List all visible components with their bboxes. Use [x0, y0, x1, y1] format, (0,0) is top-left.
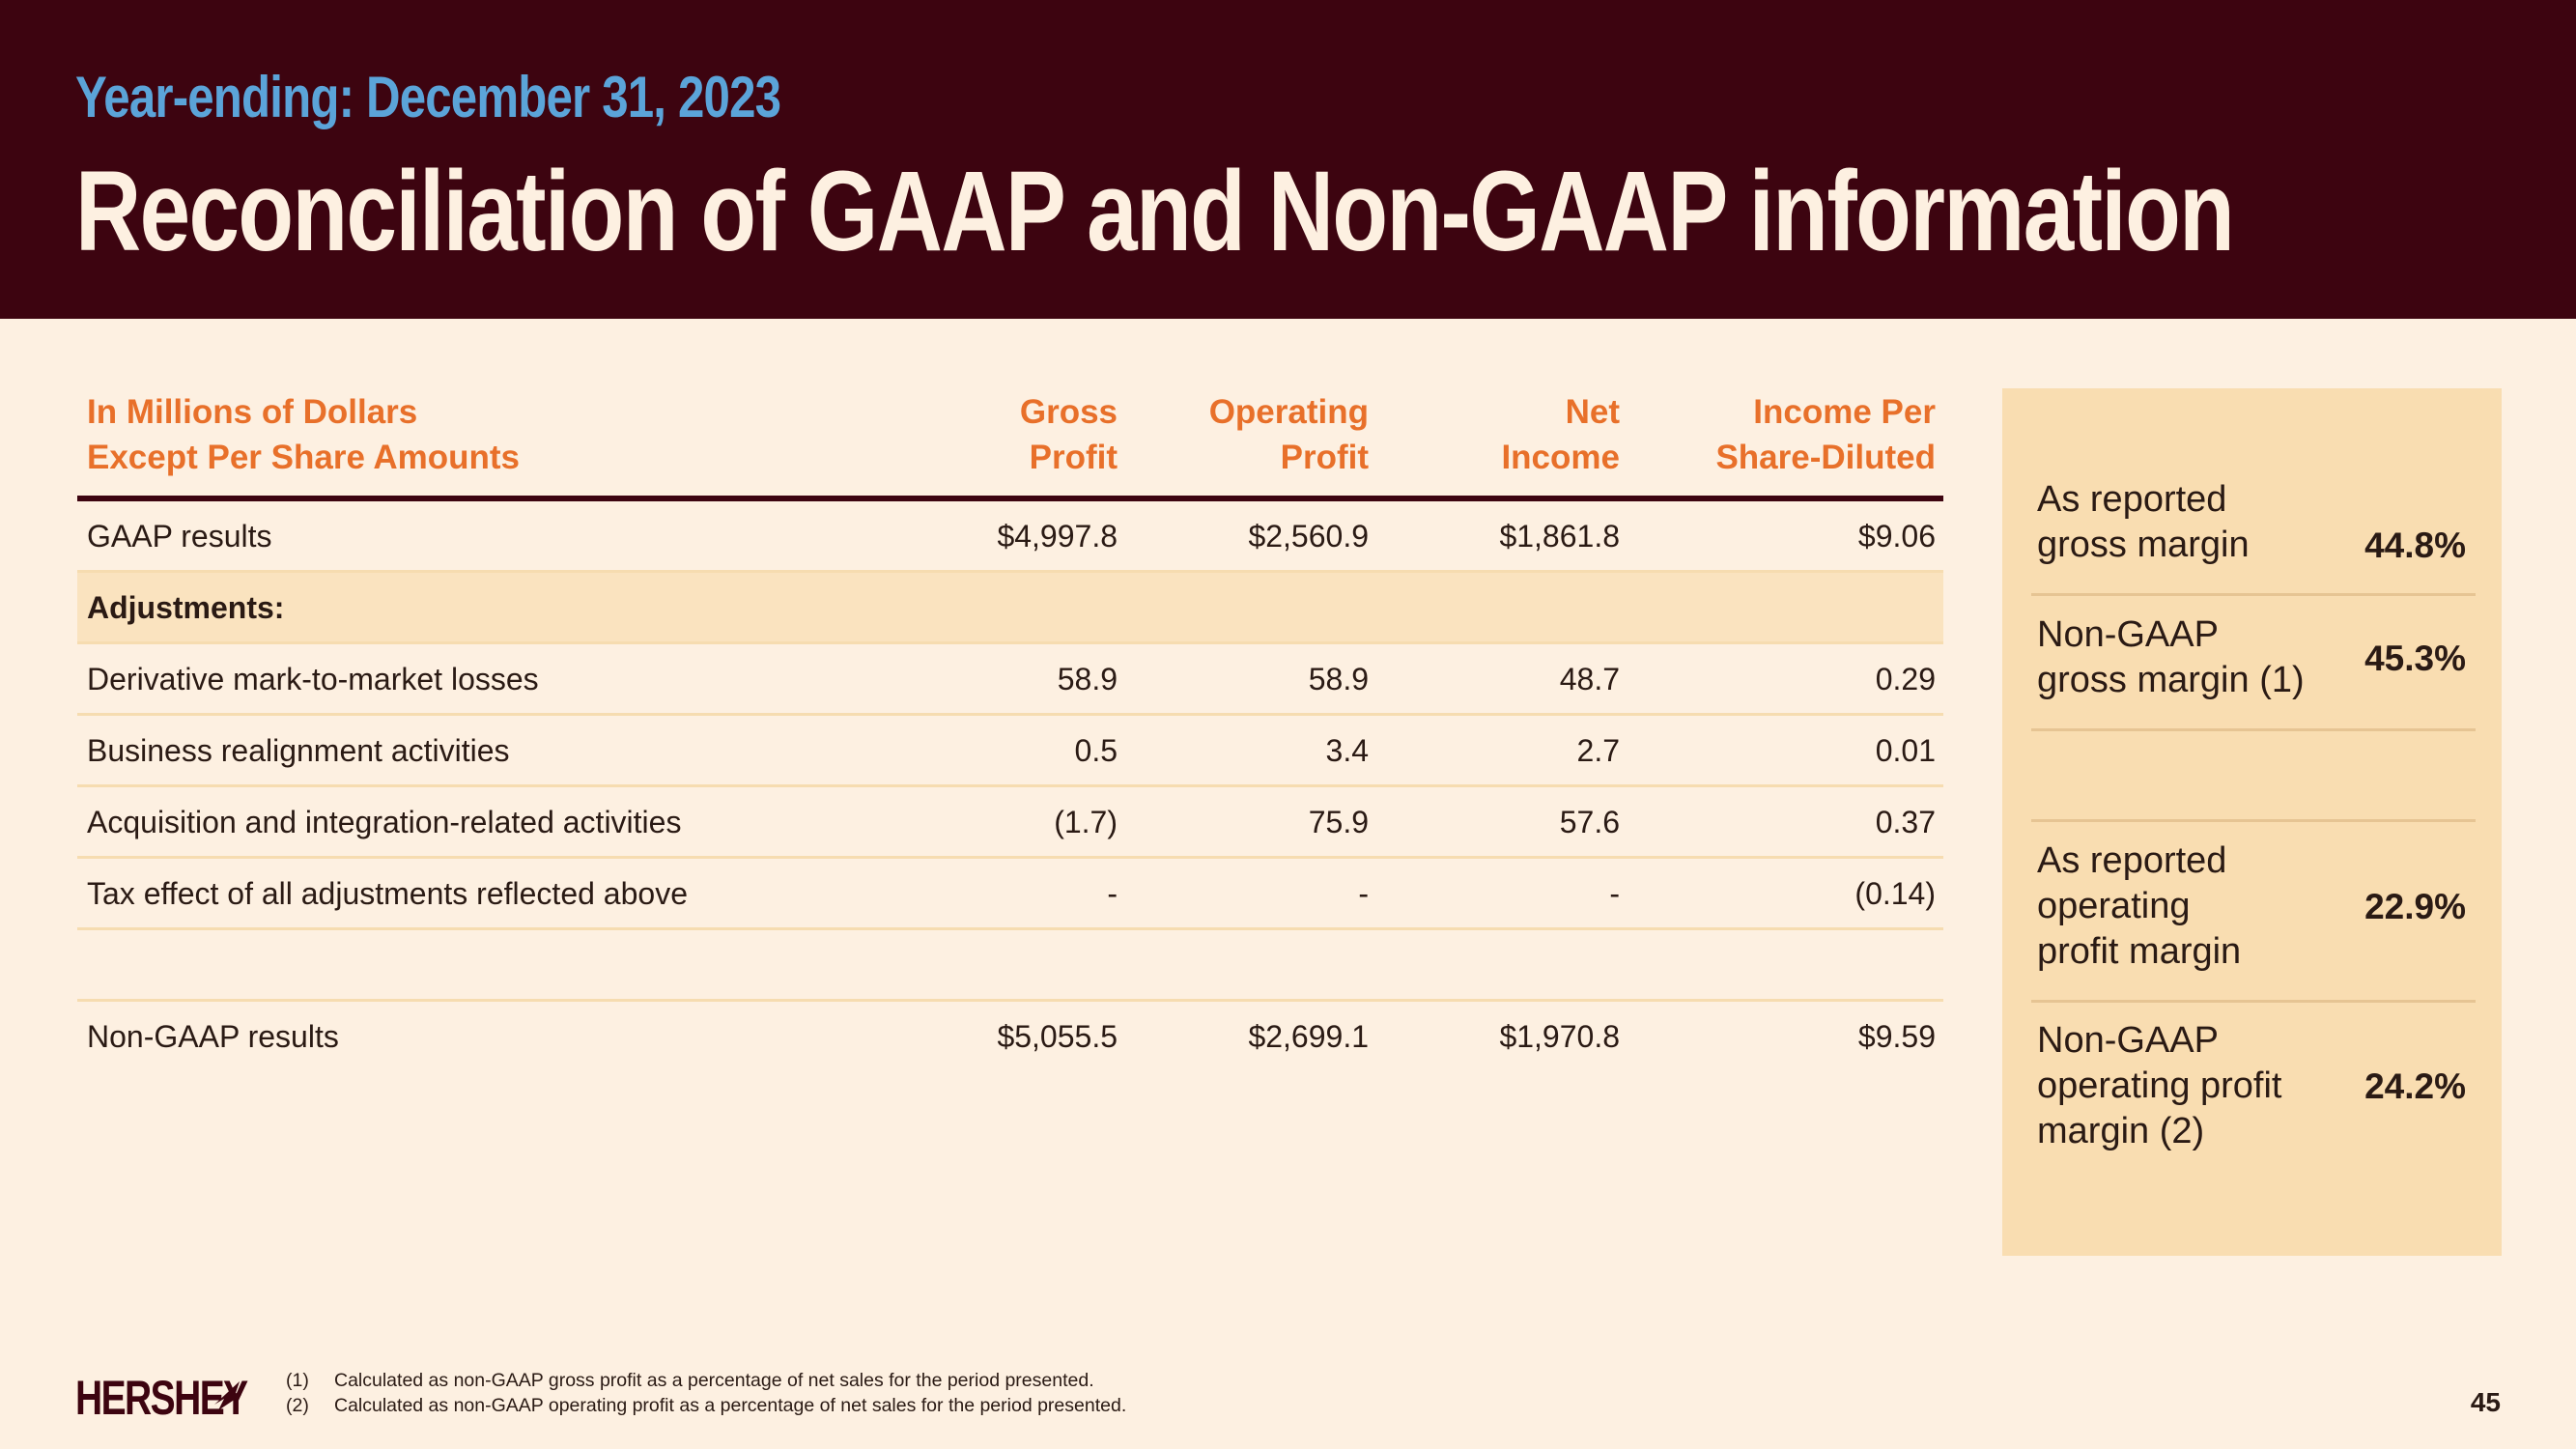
table-row-spacer — [77, 930, 1943, 1002]
footnote-2: (2) Calculated as non-GAAP operating prof… — [286, 1395, 1127, 1416]
panel-divider — [2031, 593, 2476, 596]
panel-item-non-gaap-gross-margin: Non-GAAP gross margin (1) 45.3% — [2037, 614, 2466, 700]
table-row: Acquisition and integration-related acti… — [77, 787, 1943, 859]
panel-divider — [2031, 819, 2476, 822]
margin-panel: As reported gross margin 44.8% Non-GAAP … — [2002, 388, 2502, 1256]
panel-value: 44.8% — [2364, 526, 2466, 565]
header-gross-profit: Gross Profit — [1019, 393, 1118, 476]
panel-item-reported-operating-margin: As reported operating profit margin 22.9… — [2037, 840, 2466, 972]
header-banner: Year-ending: December 31, 2023 Reconcili… — [0, 0, 2576, 319]
panel-item-non-gaap-operating-margin: Non-GAAP operating profit margin (2) 24.… — [2037, 1020, 2466, 1151]
kiss-logo-icon — [214, 1381, 241, 1410]
header-income-per-share: Income Per Share-Diluted — [1715, 393, 1936, 476]
panel-divider — [2031, 1000, 2476, 1003]
footnote-1: (1) Calculated as non-GAAP gross profit a… — [286, 1370, 1094, 1391]
table-row: GAAP results $4,997.8 $2,560.9 $1,861.8 … — [77, 501, 1943, 573]
page-number: 45 — [2470, 1387, 2501, 1417]
table-header: In Millions of Dollars Except Per Share … — [77, 382, 1943, 501]
table-row-non-gaap: Non-GAAP results $5,055.5 $2,699.1 $1,97… — [87, 1019, 1936, 1054]
slide-subtitle: Year-ending: December 31, 2023 — [75, 65, 781, 129]
header-operating-profit: Operating Profit — [1208, 393, 1369, 476]
table-row: Derivative mark-to-market losses 58.9 58… — [77, 644, 1943, 716]
table-row-adjustments: Adjustments: — [77, 573, 1943, 644]
table-row: Tax effect of all adjustments reflected … — [77, 859, 1943, 930]
panel-value: 24.2% — [2364, 1066, 2466, 1106]
header-label: In Millions of Dollars Except Per Share … — [87, 393, 521, 476]
slide-title: Reconciliation of GAAP and Non-GAAP info… — [75, 148, 2235, 275]
table-row: Business realignment activities 0.5 3.4 … — [77, 716, 1943, 787]
panel-value: 22.9% — [2364, 887, 2466, 926]
hershey-logo: HERSHEY — [75, 1371, 248, 1425]
panel-divider — [2031, 728, 2476, 731]
panel-item-reported-gross-margin: As reported gross margin 44.8% — [2031, 477, 2476, 574]
header-net-income: Net Income — [1501, 393, 1620, 476]
panel-value: 45.3% — [2364, 639, 2466, 678]
reconciliation-table: In Millions of Dollars Except Per Share … — [77, 382, 1943, 1070]
